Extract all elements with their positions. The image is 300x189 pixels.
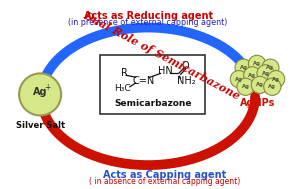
Text: Ag: Ag bbox=[242, 84, 250, 89]
Text: O: O bbox=[182, 61, 189, 71]
Text: Ag: Ag bbox=[272, 77, 280, 82]
Text: R: R bbox=[121, 68, 128, 78]
Text: +: + bbox=[45, 83, 51, 92]
Text: Ag: Ag bbox=[266, 65, 274, 70]
Circle shape bbox=[262, 59, 279, 76]
Text: Acts as Reducing agent: Acts as Reducing agent bbox=[83, 11, 213, 21]
Text: H₃C: H₃C bbox=[114, 84, 130, 93]
Circle shape bbox=[268, 70, 285, 88]
Circle shape bbox=[248, 55, 266, 72]
Text: Silver Salt: Silver Salt bbox=[16, 121, 65, 130]
FancyBboxPatch shape bbox=[100, 55, 206, 115]
Circle shape bbox=[244, 67, 261, 84]
Circle shape bbox=[237, 78, 254, 95]
Text: Ag: Ag bbox=[248, 73, 256, 78]
Text: Ag: Ag bbox=[253, 61, 261, 66]
Circle shape bbox=[264, 78, 281, 95]
Text: Ag: Ag bbox=[240, 65, 248, 70]
Text: ( in absence of external capping agent): ( in absence of external capping agent) bbox=[89, 177, 240, 186]
Text: Ag: Ag bbox=[256, 82, 264, 87]
Text: Dual Role of Semicarbazone: Dual Role of Semicarbazone bbox=[81, 9, 242, 101]
Text: HN: HN bbox=[158, 67, 173, 77]
Text: (in presence of external capping agent): (in presence of external capping agent) bbox=[68, 18, 228, 27]
Text: Ag: Ag bbox=[262, 71, 269, 76]
Text: Acts as Capping agent: Acts as Capping agent bbox=[103, 170, 226, 180]
Circle shape bbox=[19, 73, 61, 115]
Circle shape bbox=[257, 65, 274, 82]
Text: Semicarbazone: Semicarbazone bbox=[114, 99, 192, 108]
Circle shape bbox=[230, 70, 247, 88]
Text: C=N: C=N bbox=[132, 76, 154, 86]
Text: Ag: Ag bbox=[268, 84, 276, 89]
Circle shape bbox=[251, 76, 268, 94]
Text: Ag: Ag bbox=[33, 87, 47, 97]
Text: AgNPs: AgNPs bbox=[240, 98, 276, 108]
Circle shape bbox=[235, 59, 252, 76]
Text: NH₂: NH₂ bbox=[177, 76, 196, 86]
Text: Ag: Ag bbox=[235, 77, 243, 82]
